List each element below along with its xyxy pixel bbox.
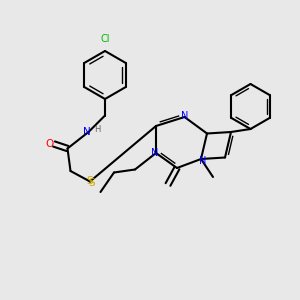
Text: N: N [199, 155, 206, 166]
Text: S: S [88, 178, 95, 188]
Text: O: O [45, 139, 54, 149]
Text: Cl: Cl [100, 34, 110, 44]
Text: N: N [83, 127, 91, 137]
Text: N: N [151, 148, 158, 158]
Text: N: N [181, 110, 188, 121]
Text: S: S [87, 176, 93, 187]
Text: H: H [94, 124, 100, 134]
